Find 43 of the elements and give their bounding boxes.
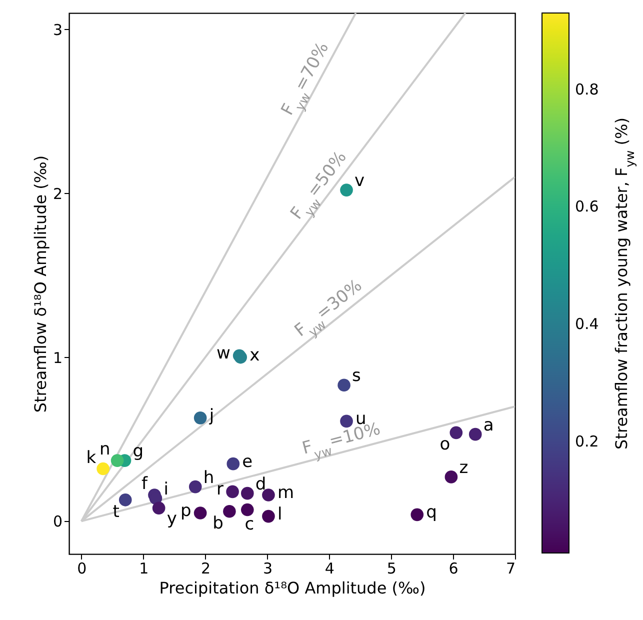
annotation: f <box>141 474 148 494</box>
annotation: q <box>426 502 437 523</box>
annotation: z <box>459 458 468 478</box>
y-tick-label: 0 <box>52 512 62 531</box>
annotation: m <box>277 482 294 503</box>
annotation: l <box>277 504 282 524</box>
annotation: i <box>164 479 168 500</box>
annotation: w <box>216 344 230 364</box>
x-tick-label: 2 <box>201 560 211 578</box>
y-tick-label: 1 <box>52 348 62 367</box>
annotation: y <box>166 509 177 530</box>
annotation: a <box>483 415 494 436</box>
annotation: k <box>86 448 96 468</box>
color-bar-label: 0.6 <box>575 198 599 216</box>
annotation: t <box>112 502 120 522</box>
annotation: n <box>100 440 110 460</box>
annotation: o <box>440 434 450 455</box>
annotation: p <box>180 501 192 522</box>
annotation: h <box>203 468 214 488</box>
annotation: j <box>208 406 214 426</box>
y-axis-title: Streamflow δ¹⁸O Amplitude (‰) <box>30 155 50 413</box>
annotation: r <box>216 480 224 500</box>
x-tick-label: 7 <box>506 560 516 578</box>
x-tick-label: 5 <box>386 560 396 578</box>
x-tick-label: 0 <box>77 560 87 578</box>
color-bar-label: 0.2 <box>575 432 599 450</box>
x-tick-label: 6 <box>448 560 458 578</box>
x-tick-label: 3 <box>262 560 272 578</box>
color-bar-label: 0.4 <box>575 315 599 334</box>
y-tick-label: 3 <box>52 20 62 39</box>
annotation: e <box>242 452 253 472</box>
x-tick-label: 1 <box>139 560 149 578</box>
x-axis-title: Precipitation δ¹⁸O Amplitude (‰) <box>159 578 426 598</box>
annotation: v <box>354 171 365 192</box>
annotation: x <box>250 345 260 366</box>
annotation: s <box>352 366 362 386</box>
x-tick-label: 4 <box>324 560 334 578</box>
annotation: b <box>212 513 224 534</box>
y-tick-label: 2 <box>52 184 62 203</box>
color-bar-label: 0.8 <box>575 80 599 98</box>
annotation: d <box>255 474 266 494</box>
annotation: c <box>244 514 254 535</box>
annotation: g <box>132 442 144 462</box>
